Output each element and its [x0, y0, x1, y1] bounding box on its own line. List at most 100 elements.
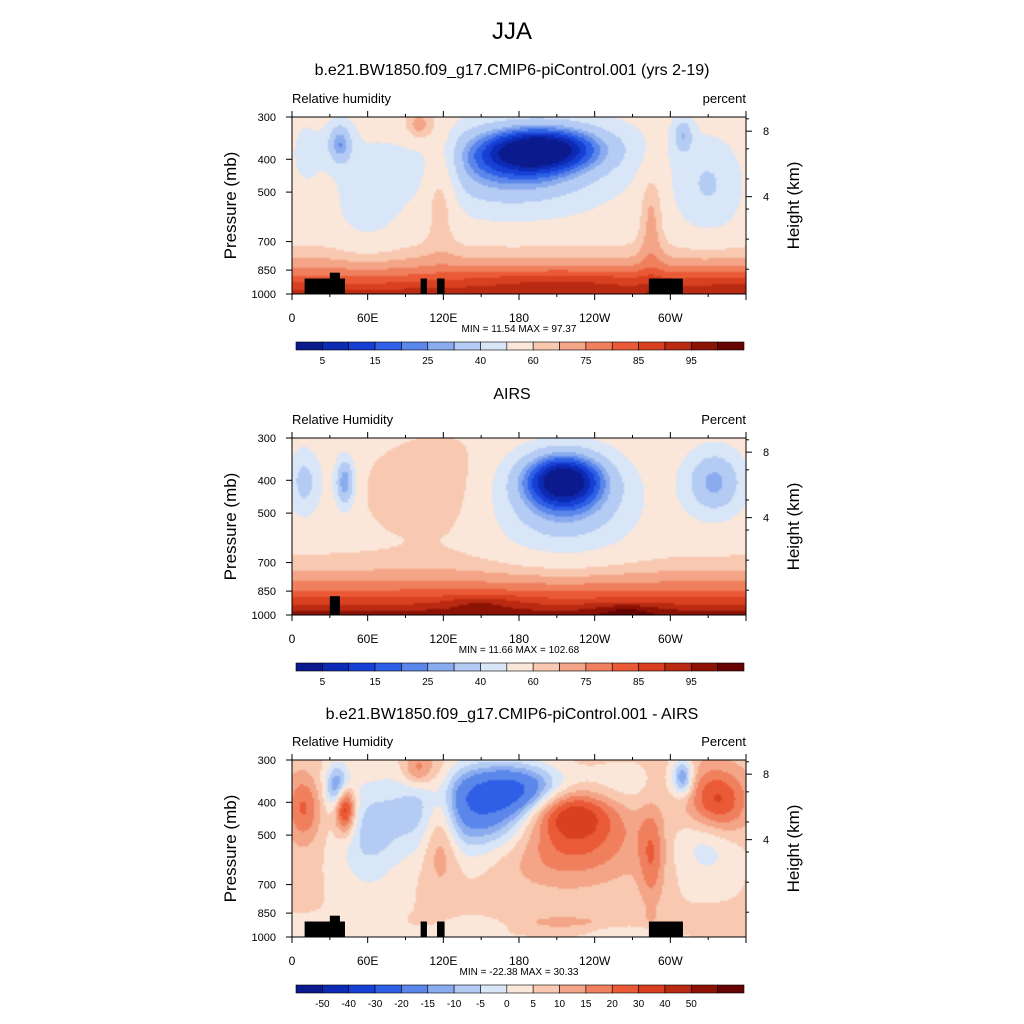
colorbar-label: 60	[528, 677, 540, 688]
y2-tick-label: 8	[763, 769, 769, 781]
panel-3-title: b.e21.BW1850.f09_g17.CMIP6-piControl.001…	[325, 706, 699, 723]
x-tick-label: 60W	[658, 632, 683, 646]
colorbar-swatch	[322, 984, 350, 994]
colorbar-label: 15	[369, 677, 381, 688]
x-tick-label: 60E	[357, 632, 378, 646]
colorbar-label: -40	[341, 999, 356, 1010]
colorbar-swatch	[585, 662, 613, 672]
y-tick-label: 700	[258, 880, 276, 892]
colorbar-swatch	[585, 341, 613, 351]
panel-right-label: percent	[703, 91, 747, 106]
colorbar-swatch	[717, 341, 745, 351]
colorbar-label: 60	[528, 356, 540, 367]
y-tick-label: 1000	[252, 610, 276, 622]
colorbar-swatch	[638, 341, 666, 351]
colorbar-label: 85	[633, 356, 645, 367]
colorbar-swatch	[480, 341, 508, 351]
colorbar-swatch	[559, 341, 587, 351]
colorbar-swatch	[480, 662, 508, 672]
colorbar-swatch	[611, 984, 639, 994]
x-tick-label: 180	[509, 311, 529, 325]
min-max-label: MIN = -22.38 MAX = 30.33	[460, 967, 579, 978]
colorbar-swatch	[295, 662, 323, 672]
y2-axis-title: Height (km)	[784, 162, 803, 250]
colorbar-label: 40	[475, 677, 487, 688]
colorbar-swatch	[374, 984, 402, 994]
colorbar-swatch	[559, 984, 587, 994]
colorbar-label: 5	[320, 677, 326, 688]
y2-tick-label: 4	[763, 835, 769, 847]
min-max-label: MIN = 11.66 MAX = 102.68	[459, 645, 580, 656]
colorbar-swatch	[506, 662, 534, 672]
x-tick-label: 180	[509, 632, 529, 646]
panel-1-title: b.e21.BW1850.f09_g17.CMIP6-piControl.001…	[314, 62, 710, 79]
colorbar-swatch	[453, 341, 481, 351]
y2-tick-label: 8	[763, 126, 769, 138]
colorbar-swatch	[322, 341, 350, 351]
colorbar-swatch	[427, 984, 455, 994]
colorbar-swatch	[401, 662, 429, 672]
y-axis-title: Pressure (mb)	[221, 795, 240, 903]
colorbar-swatch	[322, 662, 350, 672]
colorbar-swatch	[664, 341, 692, 351]
colorbar-label: 95	[686, 677, 698, 688]
colorbar-label: 75	[580, 677, 592, 688]
panel-left-label: Relative Humidity	[292, 412, 394, 427]
colorbar-swatch	[638, 984, 666, 994]
colorbar-swatch	[559, 662, 587, 672]
topography-mask	[437, 278, 445, 294]
topography-mask	[648, 278, 683, 294]
y-tick-label: 400	[258, 154, 276, 166]
x-tick-label: 180	[509, 954, 529, 968]
y-tick-label: 300	[258, 433, 276, 445]
panel-right-label: Percent	[701, 734, 746, 749]
colorbar-label: -50	[315, 999, 330, 1010]
colorbar-label: -15	[421, 999, 436, 1010]
colorbar-swatch	[690, 662, 718, 672]
colorbar-swatch	[690, 341, 718, 351]
figure-title: JJA	[491, 18, 532, 45]
colorbar-label: 25	[422, 356, 434, 367]
colorbar-swatch	[453, 984, 481, 994]
colorbar-label: 15	[580, 999, 592, 1010]
colorbar-label: 25	[422, 677, 434, 688]
heatmap-field-2	[292, 438, 746, 615]
panel-right-label: Percent	[701, 412, 746, 427]
y-tick-label: 1000	[252, 289, 276, 301]
y-tick-label: 850	[258, 908, 276, 920]
y-tick-label: 1000	[252, 932, 276, 944]
topography-mask	[648, 921, 683, 937]
y-tick-label: 300	[258, 755, 276, 767]
colorbar-label: 85	[633, 677, 645, 688]
x-tick-label: 60E	[357, 311, 378, 325]
colorbar-swatch	[690, 984, 718, 994]
y-tick-label: 500	[258, 187, 276, 199]
colorbar-swatch	[506, 984, 534, 994]
colorbar-label: 5	[320, 356, 326, 367]
colorbar-label: 0	[504, 999, 510, 1010]
colorbar-swatch	[427, 341, 455, 351]
colorbar-swatch	[401, 341, 429, 351]
y-tick-label: 850	[258, 586, 276, 598]
colorbar-swatch	[480, 984, 508, 994]
x-tick-label: 0	[289, 632, 296, 646]
x-tick-label: 120W	[579, 954, 611, 968]
x-tick-label: 0	[289, 954, 296, 968]
colorbar-label: 95	[686, 356, 698, 367]
y-tick-label: 400	[258, 797, 276, 809]
panel-3	[286, 754, 752, 994]
colorbar-swatch	[348, 984, 376, 994]
y2-tick-label: 4	[763, 192, 769, 204]
y-axis-title: Pressure (mb)	[221, 473, 240, 581]
panel-left-label: Relative Humidity	[292, 734, 394, 749]
colorbar-swatch	[717, 662, 745, 672]
colorbar-swatch	[611, 662, 639, 672]
colorbar-swatch	[585, 984, 613, 994]
colorbar-label: 10	[554, 999, 566, 1010]
colorbar-swatch	[374, 662, 402, 672]
x-tick-label: 60E	[357, 954, 378, 968]
colorbar-swatch	[532, 341, 560, 351]
colorbar-swatch	[638, 662, 666, 672]
colorbar-label: 75	[580, 356, 592, 367]
